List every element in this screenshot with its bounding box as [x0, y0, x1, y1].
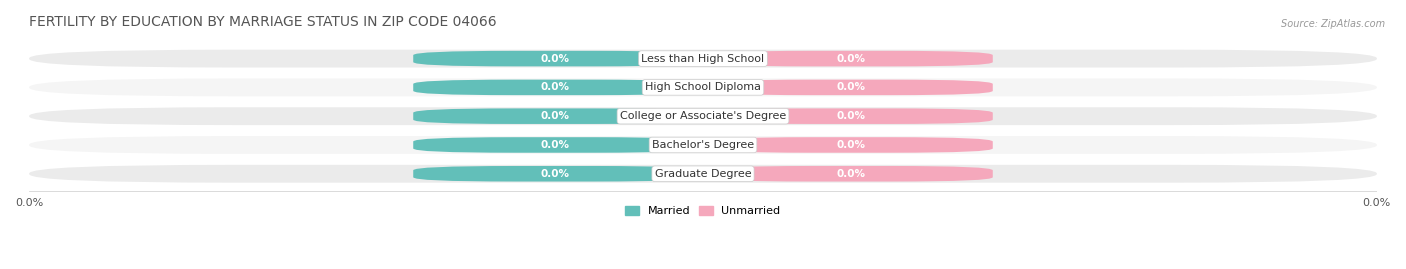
Text: 0.0%: 0.0%: [540, 140, 569, 150]
FancyBboxPatch shape: [30, 165, 1376, 183]
Text: 0.0%: 0.0%: [540, 111, 569, 121]
Text: 0.0%: 0.0%: [837, 54, 866, 63]
FancyBboxPatch shape: [30, 50, 1376, 68]
Text: Bachelor's Degree: Bachelor's Degree: [652, 140, 754, 150]
Text: 0.0%: 0.0%: [837, 140, 866, 150]
Text: 0.0%: 0.0%: [837, 82, 866, 92]
FancyBboxPatch shape: [413, 51, 696, 66]
Text: 0.0%: 0.0%: [837, 169, 866, 179]
FancyBboxPatch shape: [413, 108, 696, 124]
FancyBboxPatch shape: [710, 51, 993, 66]
FancyBboxPatch shape: [710, 137, 993, 153]
FancyBboxPatch shape: [413, 80, 696, 95]
FancyBboxPatch shape: [30, 136, 1376, 154]
Text: 0.0%: 0.0%: [540, 169, 569, 179]
Text: Graduate Degree: Graduate Degree: [655, 169, 751, 179]
FancyBboxPatch shape: [413, 166, 696, 182]
FancyBboxPatch shape: [413, 137, 696, 153]
Text: College or Associate's Degree: College or Associate's Degree: [620, 111, 786, 121]
FancyBboxPatch shape: [30, 107, 1376, 125]
Text: High School Diploma: High School Diploma: [645, 82, 761, 92]
FancyBboxPatch shape: [710, 80, 993, 95]
Text: 0.0%: 0.0%: [540, 54, 569, 63]
Legend: Married, Unmarried: Married, Unmarried: [621, 201, 785, 221]
FancyBboxPatch shape: [710, 166, 993, 182]
Text: Less than High School: Less than High School: [641, 54, 765, 63]
Text: Source: ZipAtlas.com: Source: ZipAtlas.com: [1281, 19, 1385, 29]
Text: FERTILITY BY EDUCATION BY MARRIAGE STATUS IN ZIP CODE 04066: FERTILITY BY EDUCATION BY MARRIAGE STATU…: [30, 15, 496, 29]
Text: 0.0%: 0.0%: [540, 82, 569, 92]
FancyBboxPatch shape: [30, 79, 1376, 96]
Text: 0.0%: 0.0%: [837, 111, 866, 121]
FancyBboxPatch shape: [710, 108, 993, 124]
